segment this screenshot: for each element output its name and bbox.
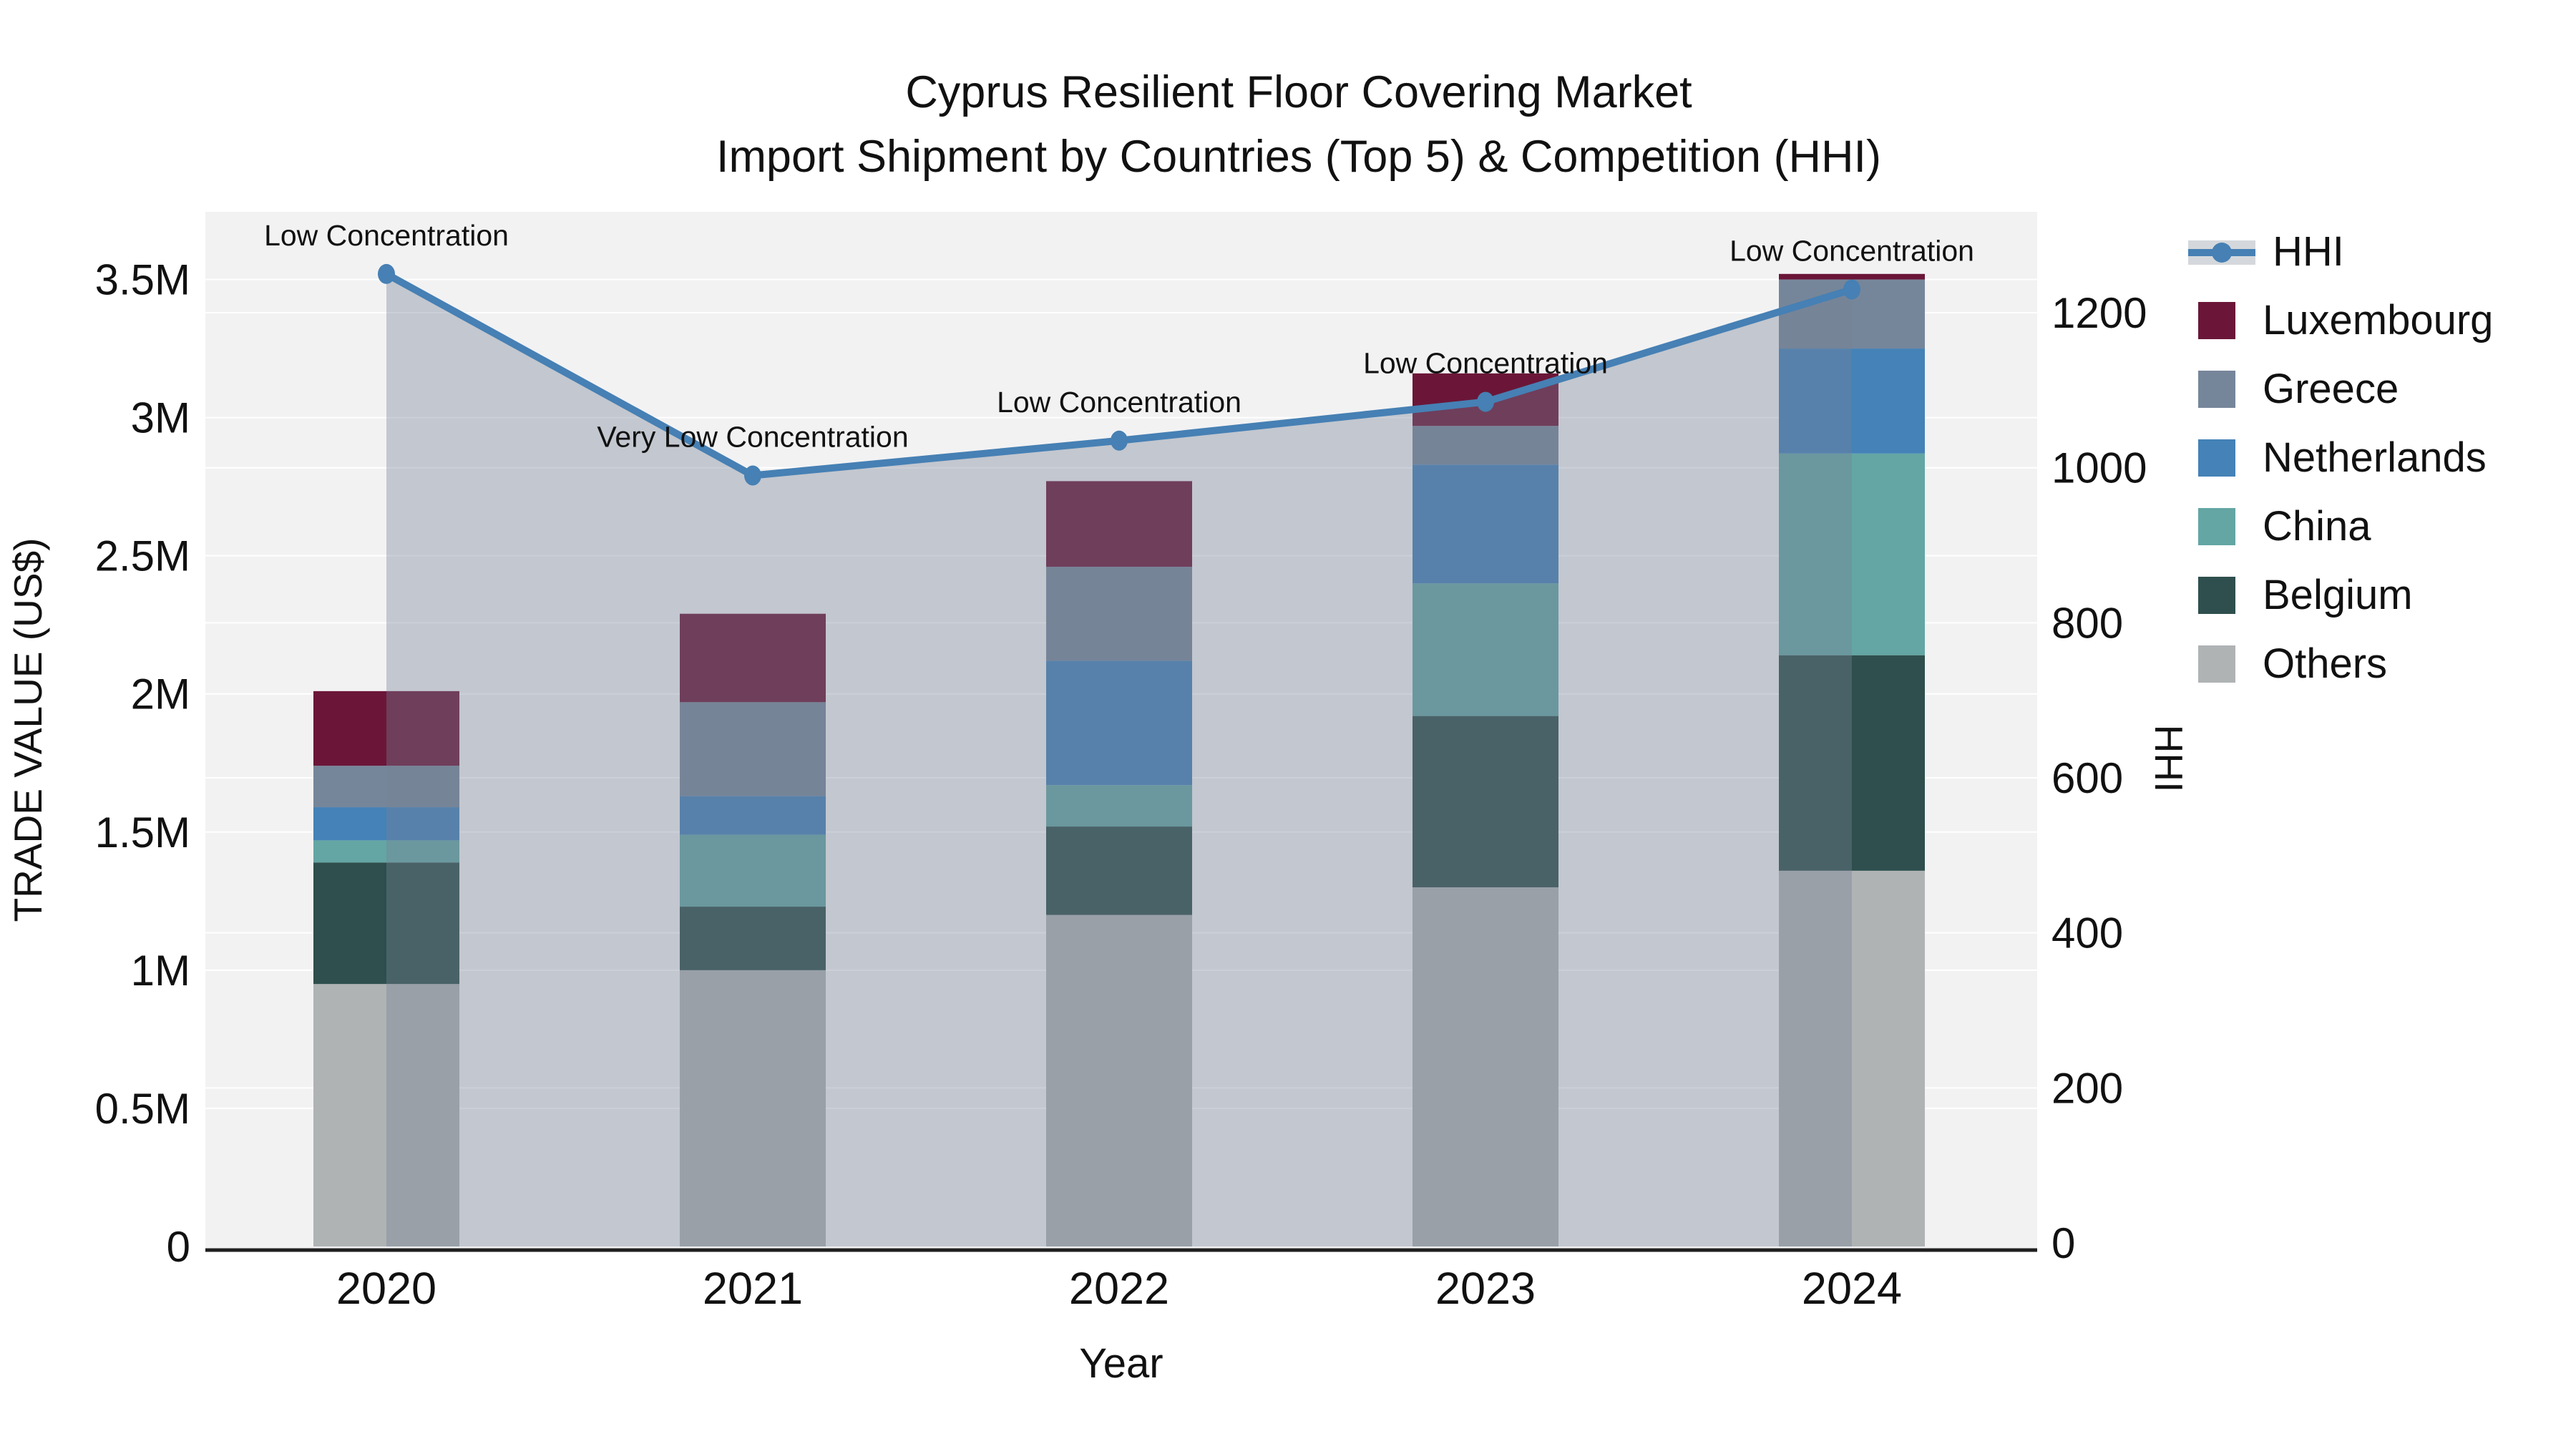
y-right-tick-label: 1000 bbox=[2051, 444, 2147, 492]
bar-segment-2020-netherlands[interactable] bbox=[313, 807, 459, 841]
legend-swatch-others bbox=[2198, 645, 2235, 683]
y-left-tick-label: 0.5M bbox=[95, 1085, 190, 1133]
legend-label-china: China bbox=[2263, 503, 2371, 550]
y-axis-title-left: TRADE VALUE (US$) bbox=[6, 538, 50, 922]
legend-swatch-belgium bbox=[2198, 577, 2235, 614]
y-right-tick-label: 400 bbox=[2051, 909, 2123, 957]
legend-item-hhi[interactable]: HHI bbox=[2188, 228, 2493, 275]
bar-segment-2022-luxembourg[interactable] bbox=[1046, 481, 1192, 567]
legend-swatch-china bbox=[2198, 508, 2235, 545]
legend-label-greece: Greece bbox=[2263, 366, 2399, 412]
x-tick-label-2023: 2023 bbox=[1435, 1264, 1536, 1314]
bar-segment-2023-china[interactable] bbox=[1413, 583, 1558, 716]
hhi-point-2022[interactable] bbox=[1111, 430, 1128, 451]
y-axis-title-right: HHI bbox=[2147, 725, 2191, 793]
bar-segment-2024-belgium[interactable] bbox=[1779, 655, 1925, 871]
bar-segment-2021-china[interactable] bbox=[680, 834, 826, 907]
bar-segment-2024-luxembourg[interactable] bbox=[1779, 273, 1925, 280]
y-left-tick-label: 2.5M bbox=[95, 532, 190, 580]
annotation-2023: Low Concentration bbox=[1363, 347, 1608, 380]
y-right-tick-label: 200 bbox=[2051, 1064, 2123, 1112]
y-left-tick-label: 0 bbox=[167, 1223, 190, 1271]
annotation-2021: Very Low Concentration bbox=[597, 421, 908, 454]
x-tick-label-2021: 2021 bbox=[703, 1264, 803, 1314]
legend-label-others: Others bbox=[2263, 640, 2388, 687]
legend-item-china[interactable]: China bbox=[2198, 505, 2493, 548]
y-left-tick-label: 1.5M bbox=[95, 809, 190, 857]
x-axis-title: Year bbox=[1079, 1340, 1163, 1387]
hhi-area-fill bbox=[386, 273, 1852, 1246]
hhi-point-2020[interactable] bbox=[378, 263, 395, 284]
bar-segment-2022-greece[interactable] bbox=[1046, 567, 1192, 661]
bar-segment-2020-greece[interactable] bbox=[313, 766, 459, 808]
annotations-layer: Low Concentration Very Low Concentration L… bbox=[264, 219, 1974, 454]
bar-segment-2021-luxembourg[interactable] bbox=[680, 613, 826, 703]
legend-item-belgium[interactable]: Belgium bbox=[2198, 574, 2493, 617]
legend-item-others[interactable]: Others bbox=[2198, 643, 2493, 686]
bar-segment-2024-netherlands[interactable] bbox=[1779, 348, 1925, 454]
chart-title-line1: Cyprus Resilient Floor Covering Market bbox=[905, 67, 1692, 117]
bar-segment-2024-others[interactable] bbox=[1779, 870, 1925, 1246]
hhi-line-sample-icon bbox=[2188, 233, 2255, 270]
bar-segment-2021-others[interactable] bbox=[680, 970, 826, 1246]
bar-segment-2021-netherlands[interactable] bbox=[680, 796, 826, 835]
y-right-tick-label: 800 bbox=[2051, 599, 2123, 647]
legend-item-luxembourg[interactable]: Luxembourg bbox=[2198, 299, 2493, 342]
annotation-2020: Low Concentration bbox=[264, 219, 509, 252]
bar-segment-2023-greece[interactable] bbox=[1413, 426, 1558, 465]
hhi-point-2023[interactable] bbox=[1477, 391, 1494, 412]
bar-segment-2022-belgium[interactable] bbox=[1046, 826, 1192, 915]
y-left-tick-label: 3.5M bbox=[95, 256, 190, 304]
x-tick-label-2020: 2020 bbox=[336, 1264, 436, 1314]
y-left-tick-label: 2M bbox=[131, 670, 190, 718]
hhi-point-2021[interactable] bbox=[744, 465, 761, 486]
legend-swatch-greece bbox=[2198, 371, 2235, 408]
bar-segment-2023-others[interactable] bbox=[1413, 887, 1558, 1246]
bar-segment-2021-belgium[interactable] bbox=[680, 907, 826, 970]
annotation-2024: Low Concentration bbox=[1729, 235, 1974, 268]
chart-title-line2: Import Shipment by Countries (Top 5) & C… bbox=[716, 132, 1881, 182]
bar-segment-2020-others[interactable] bbox=[313, 984, 459, 1246]
legend-label-hhi: HHI bbox=[2273, 228, 2344, 275]
x-tick-label-2022: 2022 bbox=[1069, 1264, 1169, 1314]
bar-segment-2024-china[interactable] bbox=[1779, 453, 1925, 655]
legend-item-netherlands[interactable]: Netherlands bbox=[2198, 436, 2493, 479]
bar-segment-2020-luxembourg[interactable] bbox=[313, 691, 459, 766]
bar-segment-2023-netherlands[interactable] bbox=[1413, 464, 1558, 584]
axes-layer: 0 0.5M 1M 1.5M 2M 2.5M 3M 3.5M 0 200 400 600 800 1000… bbox=[95, 256, 2147, 1314]
x-tick-label-2024: 2024 bbox=[1802, 1264, 1902, 1314]
annotation-2022: Low Concentration bbox=[997, 386, 1241, 419]
legend-label-belgium: Belgium bbox=[2263, 572, 2413, 618]
y-right-tick-label: 0 bbox=[2051, 1219, 2075, 1267]
bar-segment-2020-china[interactable] bbox=[313, 840, 459, 863]
hhi-point-2024[interactable] bbox=[1843, 279, 1860, 300]
legend-swatch-luxembourg bbox=[2198, 302, 2235, 339]
y-left-tick-label: 1M bbox=[131, 947, 190, 995]
hhi-area-fill-layer bbox=[386, 273, 1852, 1246]
legend-label-netherlands: Netherlands bbox=[2263, 434, 2487, 481]
bar-segment-2022-others[interactable] bbox=[1046, 914, 1192, 1246]
bar-segment-2022-netherlands[interactable] bbox=[1046, 660, 1192, 786]
bar-segment-2021-greece[interactable] bbox=[680, 702, 826, 796]
legend-label-luxembourg: Luxembourg bbox=[2263, 297, 2494, 343]
hhi-line-layer bbox=[378, 263, 1860, 486]
y-right-tick-label: 600 bbox=[2051, 754, 2123, 802]
y-right-tick-label: 1200 bbox=[2051, 289, 2147, 337]
legend-item-greece[interactable]: Greece bbox=[2198, 368, 2493, 411]
legend: HHI Luxembourg Greece Netherlands China Belgi… bbox=[2188, 228, 2493, 711]
bar-segment-2020-belgium[interactable] bbox=[313, 862, 459, 985]
y-left-tick-label: 3M bbox=[131, 394, 190, 442]
bar-segment-2023-belgium[interactable] bbox=[1413, 716, 1558, 888]
legend-swatch-netherlands bbox=[2198, 439, 2235, 477]
bar-segment-2022-china[interactable] bbox=[1046, 785, 1192, 827]
bars-layer bbox=[313, 273, 1925, 1246]
